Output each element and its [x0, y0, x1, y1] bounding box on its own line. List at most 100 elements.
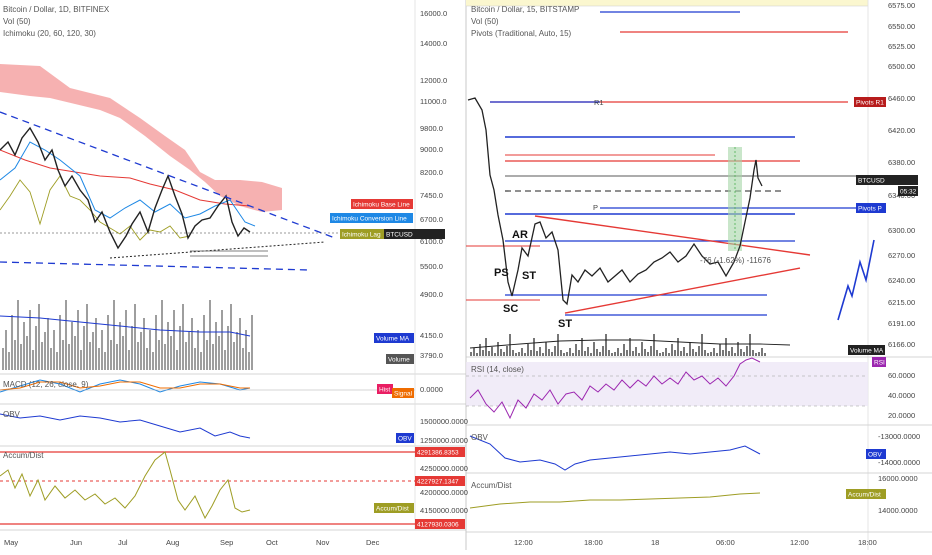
left-x-tick: Jun	[70, 538, 82, 547]
left-x-tick: Nov	[316, 538, 330, 547]
tag-pivots-r1-label: Pivots R1	[856, 100, 884, 107]
tag-pivots-p: Pivots P	[856, 203, 886, 213]
ichimoku-base-line	[0, 149, 251, 207]
tag-left-hist: Hist	[377, 384, 393, 394]
annotation-p: P	[593, 203, 598, 212]
right-x-tick: 18	[651, 538, 659, 547]
right-price-tick: 6270.00	[888, 251, 915, 260]
left-x-tick: Sep	[220, 538, 233, 547]
right-price-tick: 6550.00	[888, 22, 915, 31]
left-accum-tick: 4200000.0000	[420, 488, 468, 497]
right-accum-label: Accum/Dist	[471, 481, 512, 490]
left-x-tick: Jul	[118, 538, 128, 547]
right-rsi-tick: 40.0000	[888, 391, 915, 400]
tag-right-price	[886, 175, 918, 185]
right-price-tick: 6191.00	[888, 319, 915, 328]
tag-left-obv: OBV	[396, 433, 414, 443]
tag-ichimoku-base-line-label: Ichimoku Base Line	[353, 202, 410, 209]
tag-pivots-p-label: Pivots P	[858, 206, 882, 213]
right-rsi-label: RSI (14, close)	[471, 365, 524, 374]
left-macd-label: MACD (12, 26, close, 9)	[3, 380, 89, 389]
right-price-tick: 6525.00	[888, 42, 915, 51]
right-x-tick: 06:00	[716, 538, 735, 547]
tag-right-btcusd: BTCUSD	[856, 175, 886, 185]
left-x-tick: Oct	[266, 538, 279, 547]
tag-left-volume-ma: Volume MA	[374, 333, 414, 343]
left-price-tick: 9800.0	[420, 124, 443, 133]
left-obv-line	[0, 413, 251, 439]
right-price-tick: 6500.00	[888, 62, 915, 71]
left-accum-tick: 4250000.0000	[420, 464, 468, 473]
left-price-tick: 8200.0	[420, 168, 443, 177]
right-volume-ma	[469, 339, 791, 349]
tag-pivots-r1: Pivots R1	[854, 97, 886, 107]
right-obv-label: OBV	[471, 433, 489, 442]
tag-left-accum: Accum/Dist	[374, 503, 414, 513]
left-ichimoku-label: Ichimoku (20, 60, 120, 30)	[3, 29, 96, 38]
tag-accum-mid: 4227927.1347	[415, 476, 465, 486]
left-price-tick: 12000.0	[420, 76, 447, 85]
left-vol-label: Vol (50)	[3, 17, 31, 26]
tag-ichimoku-conversion-line-label: Ichimoku Conversion Line	[332, 216, 407, 223]
annotation-measure: -76 (-1.62%) -11676	[700, 256, 772, 265]
tag-accum-mid-label: 4227927.1347	[417, 479, 459, 486]
tag-left-signal-label: Signal	[394, 391, 413, 398]
left-obv-label: OBV	[3, 410, 21, 419]
left-price-tick: 5500.0	[420, 262, 443, 271]
left-price-tick: 16000.0	[420, 9, 447, 18]
tag-left-obv-label: OBV	[398, 436, 412, 443]
tag-right-obv-label: OBV	[868, 452, 882, 459]
tag-ichimoku-lag: Ichimoku Lag	[340, 229, 384, 239]
right-x-tick: 12:00	[514, 538, 533, 547]
right-price-tick: 6575.00	[888, 1, 915, 10]
tag-right-volume-ma-label: Volume MA	[850, 348, 884, 355]
tag-accum-hi: 4291386.8353	[415, 447, 465, 457]
tag-right-timer-label: 05:32	[900, 189, 917, 196]
ichimoku-conversion-line	[0, 141, 256, 227]
right-x-tick: 12:00	[790, 538, 809, 547]
right-x-tick: 18:00	[584, 538, 603, 547]
tag-right-accum: Accum/Dist	[846, 489, 886, 499]
right-pivots-label: Pivots (Traditional, Auto, 15)	[471, 29, 572, 38]
tag-accum-lo: 4127930.0306	[415, 519, 465, 529]
right-price-tick: 6166.00	[888, 340, 915, 349]
tag-ichimoku-conversion-line: Ichimoku Conversion Line	[330, 213, 413, 223]
annotation-sc: SC	[503, 303, 518, 315]
tag-right-timer: 05:32	[898, 186, 918, 196]
left-volume-ma	[0, 315, 251, 337]
right-price-tick: 6240.00	[888, 276, 915, 285]
right-chart	[465, 0, 932, 550]
right-price-tick: 6215.00	[888, 298, 915, 307]
right-price-tick: 6380.00	[888, 158, 915, 167]
tag-left-signal: Signal	[392, 388, 414, 398]
left-price-tick: 11000.0	[420, 97, 447, 106]
left-accum-label: Accum/Dist	[3, 451, 44, 460]
left-price-tick: 6100.0	[420, 237, 443, 246]
right-price-tick: 6460.00	[888, 94, 915, 103]
tag-left-volume: Volume	[386, 354, 414, 364]
tag-accum-lo-label: 4127930.0306	[417, 522, 459, 529]
tag-left-btcusd: BTCUSD	[384, 229, 415, 239]
annotation-ps: PS	[494, 267, 509, 279]
rsi-line	[469, 357, 761, 420]
right-vol-label: Vol (50)	[471, 17, 499, 26]
right-chart-title: Bitcoin / Dollar, 15, BITSTAMP	[471, 5, 579, 14]
left-volume-tick: 3790.0	[420, 351, 443, 360]
tag-left-volume-label: Volume	[388, 357, 410, 364]
tag-right-obv: OBV	[866, 449, 886, 459]
left-volume-tick: 4150.0	[420, 331, 443, 340]
left-price-tick: 7450.0	[420, 191, 443, 200]
ichimoku-lag-line	[0, 175, 191, 241]
left-price-tick: 6700.0	[420, 215, 443, 224]
tag-right-volume-ma: Volume MA	[848, 345, 885, 355]
tag-left-price	[415, 229, 445, 239]
right-price-series	[467, 97, 763, 306]
left-x-tick: Aug	[166, 538, 179, 547]
left-volume-bars	[2, 300, 253, 370]
annotation-st-1: ST	[522, 270, 536, 282]
annotation-st-2: ST	[558, 318, 572, 330]
right-rsi-tick: 60.0000	[888, 371, 915, 380]
lower-trendline	[0, 261, 311, 271]
tag-left-volume-ma-label: Volume MA	[376, 336, 410, 343]
